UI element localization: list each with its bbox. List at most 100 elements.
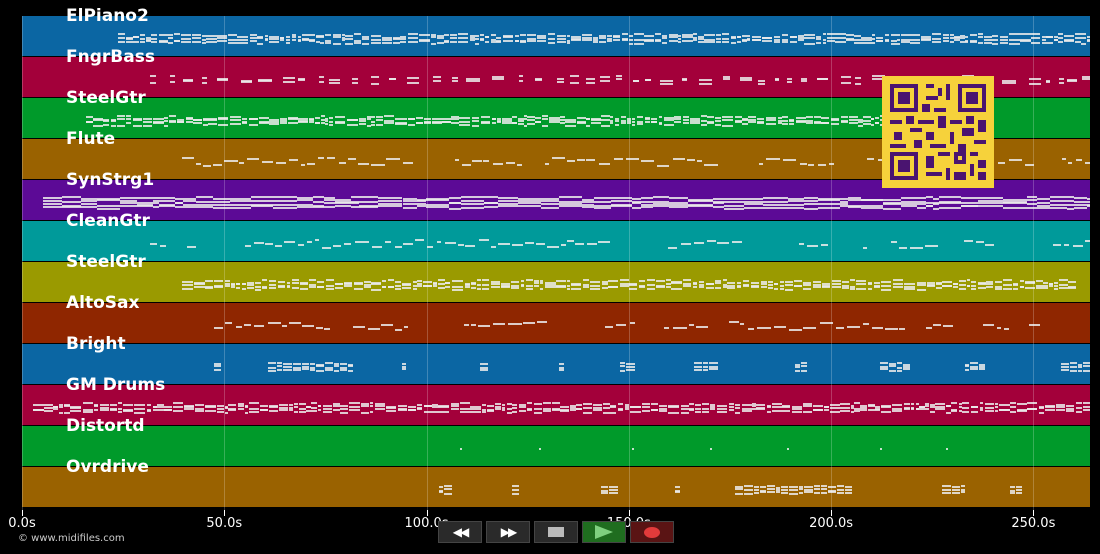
note xyxy=(183,200,196,203)
track-row[interactable] xyxy=(22,303,1090,343)
note xyxy=(641,160,654,163)
note xyxy=(1058,33,1063,36)
stop-button[interactable] xyxy=(534,521,578,543)
note xyxy=(919,408,925,411)
note xyxy=(119,202,138,205)
fast-forward-button[interactable]: ▶▶ xyxy=(486,521,530,543)
note xyxy=(495,405,501,408)
note xyxy=(978,200,1003,203)
note xyxy=(459,402,470,405)
note xyxy=(541,115,548,118)
note xyxy=(782,123,789,126)
note xyxy=(170,80,175,83)
note xyxy=(348,402,360,405)
note xyxy=(722,33,730,36)
note xyxy=(224,407,229,410)
track-row[interactable] xyxy=(22,262,1090,302)
note xyxy=(841,286,849,289)
note xyxy=(892,286,903,289)
note xyxy=(855,279,866,282)
note xyxy=(176,118,185,121)
note xyxy=(367,115,372,118)
note xyxy=(924,403,929,406)
note xyxy=(559,201,583,204)
note xyxy=(1053,282,1059,285)
note xyxy=(298,121,308,124)
track-row[interactable] xyxy=(22,16,1090,56)
track-row[interactable] xyxy=(22,467,1090,507)
note xyxy=(812,409,824,412)
note xyxy=(910,34,920,37)
note xyxy=(930,404,935,407)
track-row[interactable] xyxy=(22,426,1090,466)
note xyxy=(1043,286,1049,289)
note xyxy=(224,279,231,282)
note xyxy=(881,406,892,409)
note xyxy=(318,81,325,84)
note xyxy=(298,79,306,82)
note xyxy=(585,77,595,80)
note xyxy=(695,410,702,413)
track-row[interactable] xyxy=(22,385,1090,425)
track-row[interactable] xyxy=(22,344,1090,384)
note xyxy=(1075,36,1081,39)
play-icon xyxy=(595,525,613,539)
note xyxy=(581,33,592,36)
note xyxy=(1067,203,1075,206)
note xyxy=(753,485,759,488)
note xyxy=(644,118,651,121)
note xyxy=(479,362,489,365)
note xyxy=(217,37,228,40)
note xyxy=(450,40,457,43)
note xyxy=(520,285,525,288)
note xyxy=(986,283,994,286)
note xyxy=(785,283,793,286)
note xyxy=(370,42,381,45)
track-row[interactable] xyxy=(22,221,1090,261)
note xyxy=(247,283,254,286)
note xyxy=(927,283,935,286)
note xyxy=(713,202,724,205)
note xyxy=(710,405,715,408)
note xyxy=(359,205,378,208)
note xyxy=(785,281,793,283)
note xyxy=(230,118,241,121)
note xyxy=(926,201,933,204)
note xyxy=(582,204,595,207)
note xyxy=(185,117,193,120)
note xyxy=(551,402,560,405)
note xyxy=(702,365,709,368)
note xyxy=(451,115,460,118)
rewind-button[interactable]: ◀◀ xyxy=(438,521,482,543)
note xyxy=(225,322,233,325)
note xyxy=(496,40,502,43)
note xyxy=(268,38,280,41)
note xyxy=(278,281,286,284)
note xyxy=(323,205,335,208)
note xyxy=(150,243,157,246)
note xyxy=(803,281,812,284)
note xyxy=(600,79,610,82)
note xyxy=(570,36,581,39)
note xyxy=(184,404,195,407)
record-button[interactable] xyxy=(630,521,674,543)
note xyxy=(394,246,402,249)
play-button[interactable] xyxy=(582,521,626,543)
note xyxy=(431,36,436,39)
note xyxy=(491,75,505,78)
note xyxy=(341,39,346,42)
note xyxy=(517,202,542,205)
note xyxy=(444,34,449,37)
note xyxy=(631,207,642,210)
note xyxy=(702,362,709,365)
note xyxy=(1046,81,1051,84)
note xyxy=(195,196,213,199)
note xyxy=(1074,206,1088,209)
note xyxy=(910,42,920,44)
note xyxy=(170,75,175,78)
note xyxy=(82,408,93,411)
note xyxy=(1070,365,1078,368)
note xyxy=(311,410,318,413)
note xyxy=(412,285,418,288)
note xyxy=(854,35,861,38)
